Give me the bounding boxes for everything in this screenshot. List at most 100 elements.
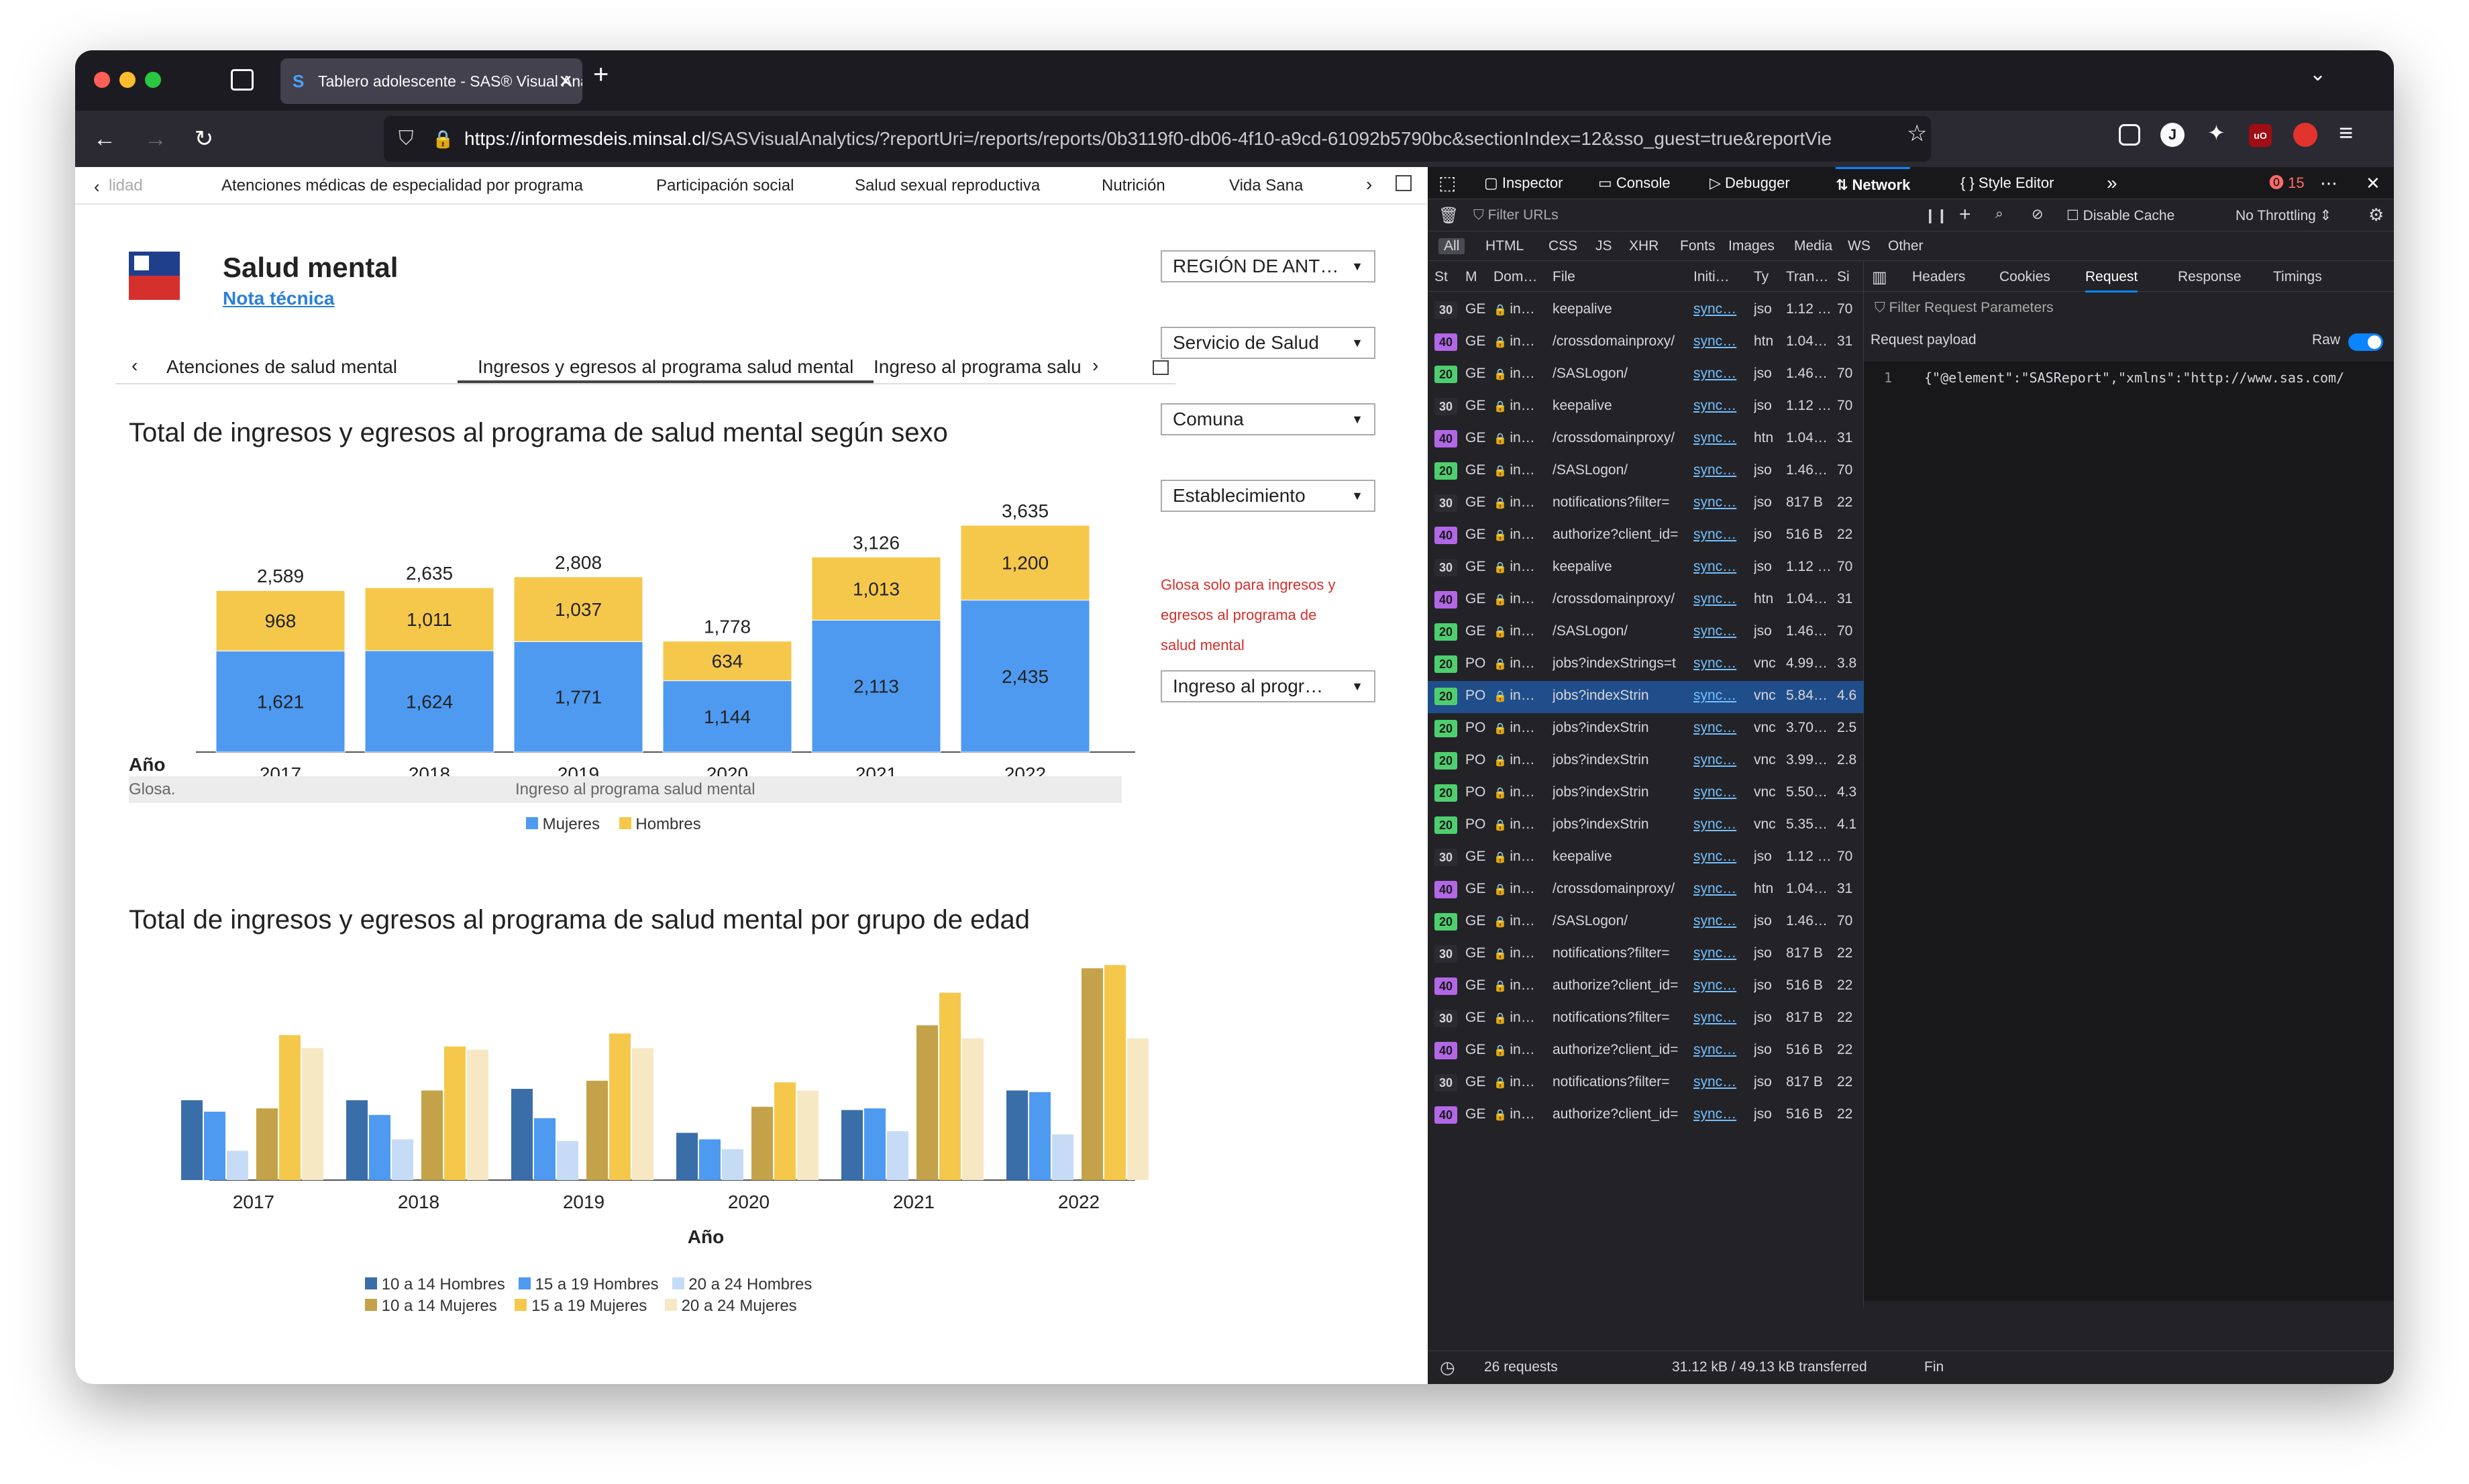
add-icon[interactable]: +: [1959, 203, 1971, 225]
table-row[interactable]: 20 PO 🔒 in… jobs?indexStrin sync… vnc 5.84… 4.6: [1428, 681, 1864, 713]
browser-tab[interactable]: S Tablero adolescente - SAS® Visual Anal…: [280, 58, 582, 104]
settings-gear-icon[interactable]: ⚙: [2368, 205, 2384, 225]
tab-style-editor[interactable]: { } Style Editor: [1960, 174, 2054, 191]
menu-icon[interactable]: ≡: [2339, 119, 2354, 146]
error-count[interactable]: ⓿ 15: [2269, 174, 2305, 191]
type-filter-html[interactable]: HTML: [1485, 238, 1524, 254]
url-bar[interactable]: ⛉ 🔒 https://informesdeis.minsal.cl/SASVi…: [384, 116, 1931, 162]
table-row[interactable]: 40 GE 🔒 in… /crossdomainproxy/sync… htn 1.04……: [1428, 874, 1864, 906]
detail-tab-headers[interactable]: Headers: [1912, 269, 1966, 284]
tab-overview-icon[interactable]: [231, 69, 254, 91]
filter-urls-input[interactable]: ⛉ Filter URLs: [1473, 207, 1559, 223]
throttling-select[interactable]: No Throttling ⇕: [2236, 208, 2332, 223]
table-row[interactable]: 20 PO 🔒 in… jobs?indexStrin sync… vnc 5.35… 4.1: [1428, 810, 1864, 842]
section-tab[interactable]: lidad: [109, 176, 143, 195]
close-tab-icon[interactable]: ✕: [558, 71, 573, 91]
column-header[interactable]: Dom…: [1493, 269, 1538, 284]
column-header[interactable]: Tran…: [1786, 269, 1829, 284]
block-icon[interactable]: ⊘: [2032, 207, 2044, 222]
tab-network[interactable]: ⇅ Network: [1836, 167, 1911, 199]
table-row[interactable]: 30 GE 🔒 in… keepalive sync… jso 1.12 … 70: [1428, 842, 1864, 874]
table-row[interactable]: 20 GE 🔒 in… /SASLogon/sync… jso 1.46… 70: [1428, 456, 1864, 488]
section-next-icon[interactable]: ›: [1366, 174, 1373, 195]
maximize-icon[interactable]: [1396, 175, 1412, 191]
zoom-window-button[interactable]: [145, 72, 161, 88]
new-tab-button[interactable]: +: [593, 60, 609, 89]
type-filter-ws[interactable]: WS: [1848, 238, 1871, 254]
region-filter[interactable]: REGIÓN DE ANT… ▼: [1161, 250, 1375, 282]
type-filter-css[interactable]: CSS: [1548, 238, 1578, 254]
technical-note-link[interactable]: Nota técnica: [223, 288, 335, 309]
column-header[interactable]: File: [1553, 269, 1575, 284]
tab-inspector[interactable]: ▢ Inspector: [1484, 174, 1563, 191]
section-tab[interactable]: Nutrición: [1102, 176, 1165, 195]
column-header[interactable]: St: [1434, 269, 1448, 284]
close-devtools-icon[interactable]: ✕: [2366, 173, 2380, 193]
ublock-icon[interactable]: uO: [2249, 124, 2272, 147]
table-row[interactable]: 30 GE 🔒 in… notifications?filter= sync… jso 81…: [1428, 488, 1864, 520]
payload-editor[interactable]: 1 {"@element":"SASReport","xmlns":"http:…: [1864, 362, 2394, 1301]
minimize-window-button[interactable]: [119, 72, 136, 88]
raw-toggle[interactable]: [2348, 333, 2383, 351]
tab-debugger[interactable]: ▷ Debugger: [1710, 174, 1790, 191]
tab-ingresos-egresos[interactable]: Ingresos y egresos al programa salud men…: [458, 356, 874, 383]
type-filter-media[interactable]: Media: [1794, 238, 1833, 254]
detail-tab-timings[interactable]: Timings: [2273, 269, 2322, 284]
performance-icon[interactable]: ◷: [1440, 1357, 1455, 1377]
tab-atenciones-salud-mental[interactable]: Atenciones de salud mental: [166, 356, 397, 377]
type-filter-xhr[interactable]: XHR: [1629, 238, 1659, 254]
section-prev-icon[interactable]: ‹: [94, 176, 100, 197]
table-row[interactable]: 40 GE 🔒 in… authorize?client_id= sync… jso 516…: [1428, 520, 1864, 552]
table-row[interactable]: 20 PO 🔒 in… jobs?indexStrin sync… vnc 3.70… 2.5: [1428, 713, 1864, 745]
search-icon[interactable]: ⌕: [1995, 206, 2003, 221]
reload-button[interactable]: ↻: [194, 126, 214, 152]
column-header[interactable]: Ty: [1754, 269, 1769, 284]
establecimiento-filter[interactable]: Establecimiento ▼: [1161, 480, 1375, 512]
detail-tab-cookies[interactable]: Cookies: [1999, 269, 2050, 284]
section-tab[interactable]: Salud sexual reproductiva: [855, 176, 1041, 195]
filter-params-input[interactable]: ⛉ Filter Request Parameters: [1875, 300, 2054, 315]
table-row[interactable]: 20 GE 🔒 in… /SASLogon/sync… jso 1.46… 70: [1428, 906, 1864, 939]
more-options-icon[interactable]: ⋯: [2320, 173, 2337, 193]
pocket-icon[interactable]: [2119, 124, 2140, 146]
table-row[interactable]: 20 PO 🔒 in… jobs?indexStrings=t sync… vnc 4.99…: [1428, 649, 1864, 681]
more-tabs-icon[interactable]: »: [2107, 172, 2117, 193]
back-button[interactable]: ←: [93, 126, 116, 152]
tab-console[interactable]: ▭ Console: [1598, 174, 1671, 191]
forward-button[interactable]: →: [144, 126, 167, 152]
sub-tab-prev-icon[interactable]: ‹: [132, 355, 138, 376]
type-filter-all[interactable]: All: [1438, 238, 1465, 254]
type-filter-js[interactable]: JS: [1595, 238, 1612, 254]
detail-tab-request[interactable]: Request: [2085, 269, 2138, 293]
pick-element-icon[interactable]: ⬚: [1438, 172, 1457, 193]
pause-icon[interactable]: ❙❙: [1924, 208, 1948, 223]
table-row[interactable]: 40 GE 🔒 in… /crossdomainproxy/sync… htn 1.04……: [1428, 584, 1864, 617]
column-header[interactable]: Initi…: [1693, 269, 1730, 284]
detail-tab-response[interactable]: Response: [2178, 269, 2242, 284]
table-row[interactable]: 30 GE 🔒 in… keepalive sync… jso 1.12 … 70: [1428, 552, 1864, 584]
comuna-filter[interactable]: Comuna ▼: [1161, 403, 1375, 435]
table-row[interactable]: 20 GE 🔒 in… /SASLogon/sync… jso 1.46… 70: [1428, 617, 1864, 649]
tab-ingreso-programa[interactable]: Ingreso al programa salu: [874, 356, 1082, 377]
table-row[interactable]: 40 GE 🔒 in… /crossdomainproxy/sync… htn 1.04……: [1428, 423, 1864, 456]
type-filter-other[interactable]: Other: [1888, 238, 1924, 254]
table-row[interactable]: 20 PO 🔒 in… jobs?indexStrin sync… vnc 5.50… 4.3: [1428, 778, 1864, 810]
type-filter-fonts[interactable]: Fonts: [1680, 238, 1716, 254]
bookmark-star-icon[interactable]: ☆: [1907, 121, 1928, 146]
section-tab[interactable]: Vida Sana: [1229, 176, 1304, 195]
close-window-button[interactable]: [94, 72, 110, 88]
popout-icon[interactable]: [1153, 360, 1169, 375]
table-row[interactable]: 30 GE 🔒 in… keepalive sync… jso 1.12 … 70: [1428, 295, 1864, 327]
toggle-sidebar-icon[interactable]: ▥: [1872, 268, 1887, 286]
sub-tab-next-icon[interactable]: ›: [1092, 355, 1099, 376]
table-row[interactable]: 30 GE 🔒 in… keepalive sync… jso 1.12 … 70: [1428, 391, 1864, 423]
table-row[interactable]: 40 GE 🔒 in… authorize?client_id= sync… jso 516…: [1428, 1100, 1864, 1132]
extensions-icon[interactable]: ✦: [2207, 121, 2225, 145]
account-icon[interactable]: J: [2160, 123, 2185, 147]
table-row[interactable]: 20 GE 🔒 in… /SASLogon/sync… jso 1.46… 70: [1428, 359, 1864, 391]
table-row[interactable]: 30 GE 🔒 in… notifications?filter= sync… jso 81…: [1428, 1003, 1864, 1035]
table-row[interactable]: 30 GE 🔒 in… notifications?filter= sync… jso 81…: [1428, 939, 1864, 971]
table-row[interactable]: 40 GE 🔒 in… /crossdomainproxy/sync… htn 1.04……: [1428, 327, 1864, 359]
column-header[interactable]: Si: [1837, 269, 1850, 284]
servicio-filter[interactable]: Servicio de Salud ▼: [1161, 327, 1375, 359]
